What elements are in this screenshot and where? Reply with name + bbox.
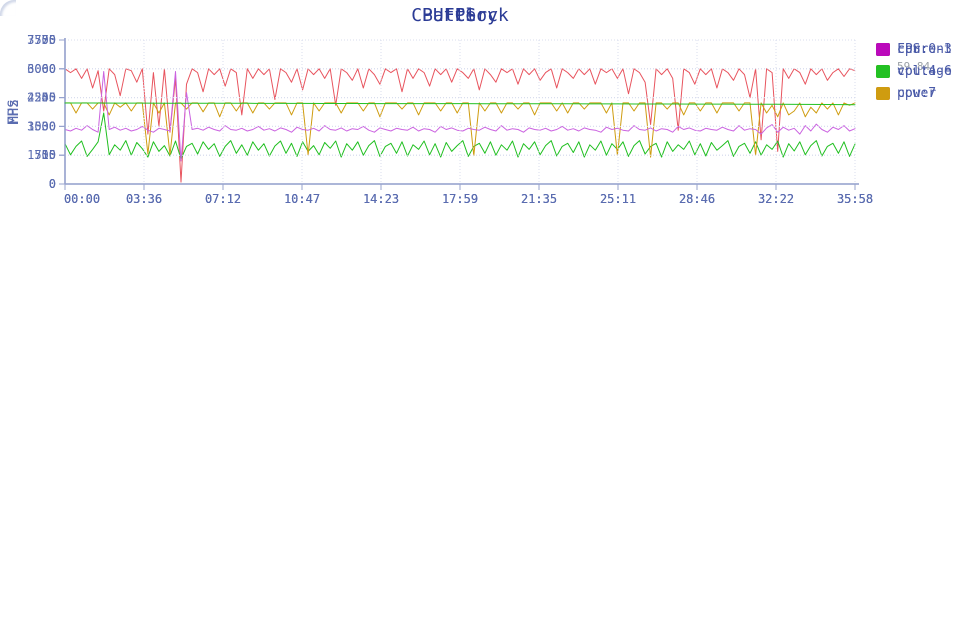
battery-chart-section: Battery 0 1500 3000 4500 6000 7500 00:00 03:36 0… — [0, 0, 960, 212]
svg-text:14:23: 14:23 — [363, 192, 399, 206]
svg-text:0: 0 — [49, 177, 56, 191]
svg-text:14:23: 14:23 — [363, 192, 399, 206]
svg-text:35:58: 35:58 — [837, 192, 873, 206]
svg-text:21:35: 21:35 — [521, 192, 557, 206]
svg-text:14:23: 14:23 — [363, 192, 399, 206]
svg-text:2250: 2250 — [27, 91, 56, 105]
svg-text:6000: 6000 — [27, 62, 56, 76]
voltage-legend-label: voltage — [897, 63, 952, 79]
svg-text:00:00: 00:00 — [64, 192, 100, 206]
svg-text:3750: 3750 — [27, 33, 56, 47]
cpu-clock-chart-title: CPU Clock — [411, 5, 509, 26]
svg-text:60: 60 — [42, 62, 56, 76]
svg-text:21:35: 21:35 — [521, 192, 557, 206]
svg-text:32:22: 32:22 — [758, 192, 794, 206]
svg-text:21:35: 21:35 — [521, 192, 557, 206]
current-legend-label: current — [897, 41, 952, 57]
power-legend-label: power — [897, 85, 937, 101]
svg-text:3000: 3000 — [27, 119, 56, 133]
legend-item-power[interactable]: power — [876, 85, 952, 101]
svg-text:750: 750 — [34, 148, 56, 162]
battery-chart-title: Battery — [422, 5, 498, 26]
svg-text:10:47: 10:47 — [284, 192, 320, 206]
svg-text:15: 15 — [42, 148, 56, 162]
fps-legend-label: FPS — [897, 41, 921, 57]
cpu-4-6-legend-label: cpu:4-6 — [897, 63, 952, 79]
svg-text:0: 0 — [49, 177, 56, 191]
svg-text:0: 0 — [49, 177, 56, 191]
svg-text:7500: 7500 — [27, 33, 56, 47]
svg-text:17:59: 17:59 — [442, 192, 478, 206]
svg-text:10:47: 10:47 — [284, 192, 320, 206]
power-legend-swatch — [876, 86, 890, 100]
svg-text:07:12: 07:12 — [205, 192, 241, 206]
svg-text:28:46: 28:46 — [679, 192, 715, 206]
svg-text:45: 45 — [42, 91, 56, 105]
svg-text:35:58: 35:58 — [837, 192, 873, 206]
svg-text:28:46: 28:46 — [679, 192, 715, 206]
svg-text:35:58: 35:58 — [837, 192, 873, 206]
svg-text:28:46: 28:46 — [679, 192, 715, 206]
cpu-7-legend-label: cpu:7 — [897, 85, 937, 101]
svg-text:07:12: 07:12 — [205, 192, 241, 206]
svg-text:03:36: 03:36 — [126, 192, 162, 206]
svg-text:00:00: 00:00 — [64, 192, 100, 206]
svg-text:FPS: FPS — [6, 99, 22, 124]
svg-text:32:22: 32:22 — [758, 192, 794, 206]
svg-text:25:11: 25:11 — [600, 192, 636, 206]
svg-text:MHz: MHz — [6, 99, 22, 124]
fps-chart-title: FPS — [443, 5, 477, 26]
legend-item-current[interactable]: current — [876, 41, 952, 57]
svg-text:00:00: 00:00 — [64, 192, 100, 206]
svg-text:1500: 1500 — [27, 119, 56, 133]
svg-text:32:22: 32:22 — [758, 192, 794, 206]
cpu-0-3-legend-label: cpu:0-3 — [897, 41, 952, 57]
svg-text:75: 75 — [42, 33, 56, 47]
svg-text:03:36: 03:36 — [126, 192, 162, 206]
svg-text:1500: 1500 — [27, 148, 56, 162]
voltage-legend-swatch — [876, 64, 890, 78]
svg-text:07:12: 07:12 — [205, 192, 241, 206]
svg-text:10:47: 10:47 — [284, 192, 320, 206]
fps-current-value: 59.84 — [897, 60, 931, 73]
svg-text:03:36: 03:36 — [126, 192, 162, 206]
svg-text:3000: 3000 — [27, 62, 56, 76]
current-legend-swatch — [876, 42, 890, 56]
svg-text:17:59: 17:59 — [442, 192, 478, 206]
svg-text:25:11: 25:11 — [600, 192, 636, 206]
legend-item-voltage[interactable]: voltage — [876, 63, 952, 79]
svg-text:4500: 4500 — [27, 91, 56, 105]
battery-legend: current voltage power — [876, 42, 952, 108]
svg-text:17:59: 17:59 — [442, 192, 478, 206]
svg-text:25:11: 25:11 — [600, 192, 636, 206]
svg-text:30: 30 — [42, 119, 56, 133]
